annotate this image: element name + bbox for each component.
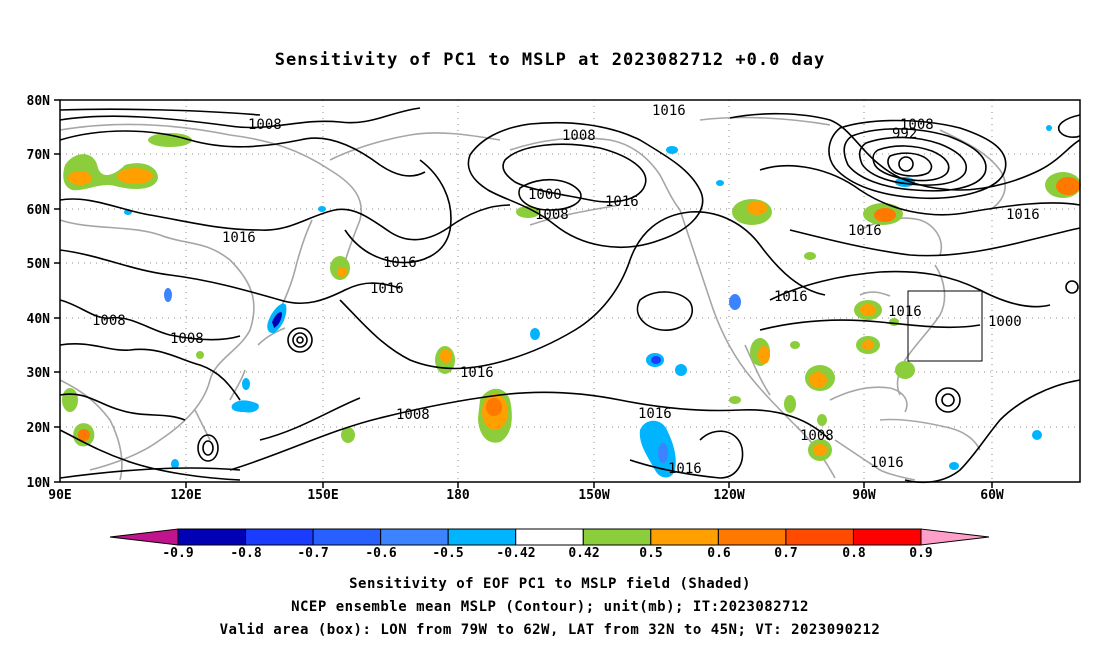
colorbar-segment — [852, 528, 922, 546]
contour-label: 1016 — [638, 406, 672, 422]
contour-label: 1016 — [774, 289, 808, 305]
caption-line-3: Valid area (box): LON from 79W to 62W, L… — [219, 622, 881, 638]
lat-label: 10N — [27, 476, 51, 491]
contour-label: 1016 — [1006, 207, 1040, 223]
colorbar-label: -0.8 — [230, 546, 262, 561]
latitude-labels: 80N 70N 60N 50N 40N 30N 20N 10N — [27, 94, 51, 491]
contour-label: 992 — [892, 126, 917, 142]
colorbar-label: 0.42 — [568, 546, 600, 561]
contour-label: 1016 — [668, 461, 702, 477]
caption-line-2: NCEP ensemble mean MSLP (Contour); unit(… — [291, 599, 809, 615]
colorbar-segment — [177, 528, 247, 546]
colorbar-label: 0.7 — [774, 546, 798, 561]
contour-label: 1008 — [248, 117, 282, 133]
colorbar-segment — [650, 528, 719, 546]
lon-label: 120E — [170, 488, 201, 503]
plot-title: Sensitivity of PC1 to MSLP at 2023082712… — [274, 50, 826, 70]
contour-label: 1016 — [888, 304, 922, 320]
contour-label: 1008 — [92, 313, 126, 329]
contour-label: 1000 — [528, 187, 562, 203]
contour-label: 1016 — [222, 230, 256, 246]
contour-label: 1008 — [562, 128, 596, 144]
contour-label: 1016 — [652, 103, 686, 119]
colorbar-segment — [515, 528, 584, 546]
colorbar-label: -0.6 — [365, 546, 397, 561]
colorbar-label: -0.5 — [432, 546, 464, 561]
colorbar-segment — [582, 528, 652, 546]
colorbar-low-end — [109, 528, 179, 546]
colorbar-label: 0.8 — [842, 546, 866, 561]
lon-label: 90W — [852, 488, 876, 503]
contour-label: 1016 — [370, 281, 404, 297]
lon-label: 90E — [48, 488, 71, 503]
contour-label: 1016 — [848, 223, 882, 239]
lon-label: 120W — [713, 488, 744, 503]
contour-label: 1008 — [900, 117, 934, 133]
colorbar-label: 0.5 — [639, 546, 663, 561]
lon-label: 60W — [980, 488, 1004, 503]
valid-area-box — [907, 290, 983, 362]
lat-label: 80N — [27, 94, 51, 109]
colorbar-label: 0.9 — [909, 546, 933, 561]
lat-label: 70N — [27, 148, 51, 163]
contour-label: 1016 — [460, 365, 494, 381]
contour-label: 1008 — [535, 207, 569, 223]
colorbar-label: 0.6 — [707, 546, 731, 561]
lat-label: 50N — [27, 257, 51, 272]
lat-label: 20N — [27, 421, 51, 436]
contour-label: 1008 — [800, 428, 834, 444]
colorbar-segment — [245, 528, 314, 546]
colorbar-segment — [717, 528, 787, 546]
colorbar — [109, 528, 990, 546]
colorbar-segment — [447, 528, 517, 546]
contour-label: 1008 — [170, 331, 204, 347]
colorbar-label: -0.9 — [162, 546, 194, 561]
colorbar-segment — [380, 528, 449, 546]
colorbar-high-end — [920, 528, 990, 546]
lon-label: 180 — [446, 488, 470, 503]
colorbar-segment — [312, 528, 382, 546]
coastlines — [59, 116, 1006, 481]
colorbar-segment — [785, 528, 854, 546]
contour-label: 1016 — [383, 255, 417, 271]
colorbar-label: -0.42 — [496, 546, 536, 561]
axis-ticks — [54, 99, 993, 488]
caption-line-1: Sensitivity of EOF PC1 to MSLP field (Sh… — [349, 576, 751, 592]
contour-labels: 1008 1016 1008 1016 1000 992 1008 1016 1… — [92, 103, 1040, 477]
mslp-contours — [59, 107, 1081, 484]
lat-label: 30N — [27, 366, 51, 381]
colorbar-label: -0.7 — [297, 546, 329, 561]
lon-label: 150E — [307, 488, 338, 503]
map-frame — [59, 99, 1081, 483]
lat-label: 40N — [27, 312, 51, 327]
lon-label: 150W — [578, 488, 609, 503]
lat-label: 60N — [27, 203, 51, 218]
contour-label: 1016 — [605, 194, 639, 210]
contour-label: 1016 — [870, 455, 904, 471]
longitude-labels: 90E 120E 150E 180 150W 120W 90W 60W — [48, 488, 1004, 503]
contour-label: 1000 — [988, 314, 1022, 330]
grid-lines — [60, 100, 1080, 482]
contour-label: 1008 — [396, 407, 430, 423]
